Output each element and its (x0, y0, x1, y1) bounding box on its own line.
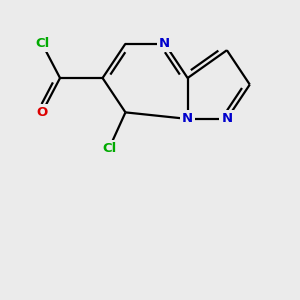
Text: Cl: Cl (102, 142, 116, 155)
Text: N: N (221, 112, 233, 125)
Text: N: N (159, 37, 170, 50)
Text: N: N (182, 112, 193, 125)
Text: Cl: Cl (35, 37, 49, 50)
Text: O: O (36, 106, 48, 119)
